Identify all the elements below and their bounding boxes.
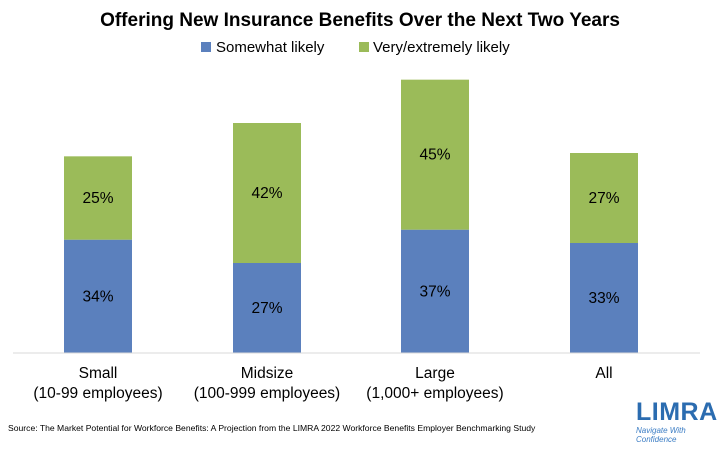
data-label-very-extremely-likely-1: 42% xyxy=(251,185,282,202)
logo-tagline-line1: Navigate With xyxy=(636,426,686,435)
limra-logo: LIMRA Navigate With Confidence xyxy=(636,398,718,444)
legend-swatch-very-extremely-likely xyxy=(359,42,369,52)
x-tick-label-2-line2: (1,000+ employees) xyxy=(366,385,503,402)
bar-somewhat-likely-0 xyxy=(64,239,132,353)
bar-very-extremely-likely-0 xyxy=(64,156,132,240)
x-tick-label-1-line2: (100-999 employees) xyxy=(194,385,340,402)
data-label-somewhat-likely-2: 37% xyxy=(419,283,450,300)
data-label-very-extremely-likely-0: 25% xyxy=(82,190,113,207)
x-tick-label-0-line1: Small xyxy=(79,365,118,382)
bar-somewhat-likely-1 xyxy=(233,263,301,353)
bar-very-extremely-likely-3 xyxy=(570,153,638,243)
data-label-somewhat-likely-0: 34% xyxy=(82,288,113,305)
bar-somewhat-likely-3 xyxy=(570,243,638,353)
bar-very-extremely-likely-1 xyxy=(233,123,301,263)
bar-very-extremely-likely-2 xyxy=(401,79,469,230)
chart-title: Offering New Insurance Benefits Over the… xyxy=(100,10,620,31)
logo-tagline-line2: Confidence xyxy=(636,435,677,444)
data-label-somewhat-likely-3: 33% xyxy=(588,290,619,307)
source-note: Source: The Market Potential for Workfor… xyxy=(8,423,536,433)
legend: Somewhat likely Very/extremely likely xyxy=(201,39,510,56)
logo-wordmark: LIMRA xyxy=(636,398,718,426)
x-tick-label-3-line1: All xyxy=(595,365,612,382)
data-label-very-extremely-likely-3: 27% xyxy=(588,190,619,207)
plot-area: 34% 25% 27% 42% 37% 45% 33% 27% xyxy=(64,79,638,353)
x-tick-label-0-line2: (10-99 employees) xyxy=(33,385,162,402)
legend-swatch-somewhat-likely xyxy=(201,42,211,52)
data-label-somewhat-likely-1: 27% xyxy=(251,300,282,317)
legend-label-somewhat-likely: Somewhat likely xyxy=(216,39,325,56)
x-tick-label-1-line1: Midsize xyxy=(241,365,294,382)
bar-somewhat-likely-2 xyxy=(401,229,469,353)
data-label-very-extremely-likely-2: 45% xyxy=(419,147,450,164)
legend-label-very-extremely-likely: Very/extremely likely xyxy=(373,39,510,56)
x-tick-label-2-line1: Large xyxy=(415,365,455,382)
x-axis-tick-labels: Small (10-99 employees) Midsize (100-999 em… xyxy=(33,365,612,402)
